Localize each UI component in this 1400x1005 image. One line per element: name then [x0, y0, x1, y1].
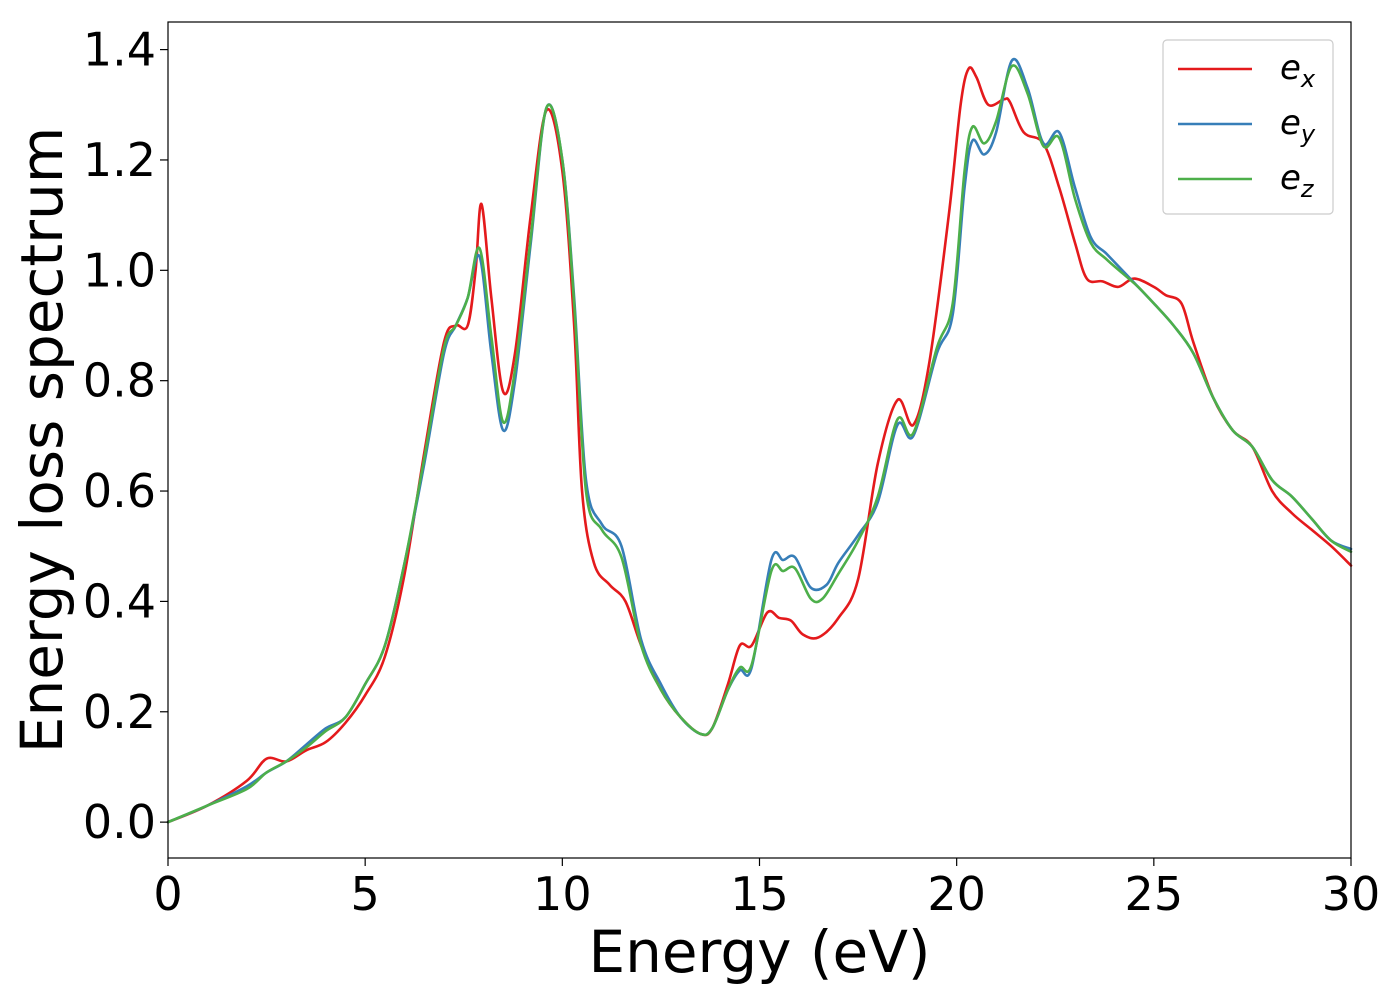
- y-tick-label: 1.4: [83, 23, 156, 77]
- x-tick-label: 5: [351, 867, 380, 921]
- x-axis-title: Energy (eV): [588, 918, 930, 986]
- x-tick-label: 25: [1125, 867, 1184, 921]
- y-tick-label: 0.8: [83, 354, 156, 408]
- x-tick-label: 15: [730, 867, 789, 921]
- y-tick-label: 0.2: [83, 685, 156, 739]
- y-axis-title: Energy loss spectrum: [8, 127, 76, 753]
- x-tick-label: 30: [1322, 867, 1381, 921]
- legend-frame: [1162, 39, 1334, 215]
- y-tick-label: 1.2: [83, 133, 156, 187]
- y-axis-ticks: 0.0 0.2 0.4 0.6 0.8 1.0 1.2 1.4: [83, 23, 168, 849]
- series-layer: [166, 57, 1353, 824]
- x-tick-label: 20: [927, 867, 986, 921]
- x-tick-label: 10: [533, 867, 592, 921]
- y-tick-label: 0.6: [83, 464, 156, 518]
- y-tick-label: 0.0: [83, 795, 156, 849]
- series-line-e_z: [166, 64, 1353, 824]
- y-tick-label: 0.4: [83, 574, 156, 628]
- y-tick-label: 1.0: [83, 243, 156, 297]
- x-axis-ticks: 0 5 10 15 20 25 30: [153, 858, 1380, 921]
- x-tick-label: 0: [153, 867, 182, 921]
